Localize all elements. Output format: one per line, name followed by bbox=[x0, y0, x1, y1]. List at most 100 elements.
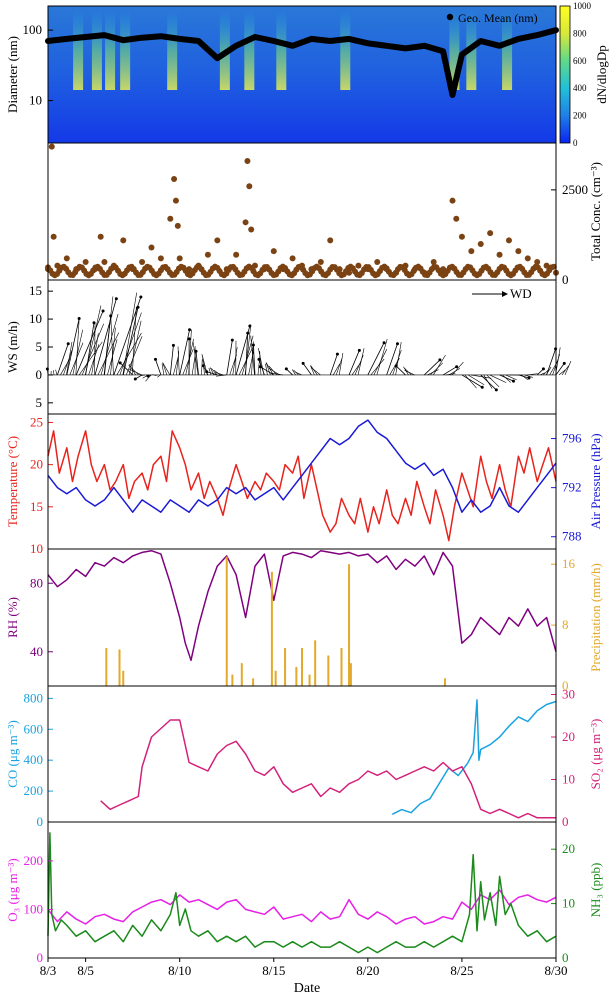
data-point bbox=[543, 262, 550, 269]
wind-vector bbox=[542, 369, 549, 376]
y-tick-label: 800 bbox=[24, 690, 44, 705]
y-axis-title-right: Precipitation (mm/h) bbox=[588, 563, 603, 672]
y-tick-label: 10 bbox=[29, 311, 42, 326]
precip-bar bbox=[348, 564, 351, 686]
wind-vector-head bbox=[201, 364, 205, 368]
y-axis-title: Total Conc. (cm⁻³) bbox=[588, 162, 603, 261]
wind-vector-head bbox=[194, 349, 198, 353]
wind-vector-head bbox=[133, 377, 137, 381]
precip-bar bbox=[270, 571, 273, 686]
precip-bar bbox=[240, 663, 243, 686]
heatmap-burst bbox=[244, 10, 255, 90]
wind-vector bbox=[145, 374, 152, 382]
wind-vector bbox=[395, 365, 406, 376]
precip-bar bbox=[314, 640, 317, 686]
y-axis-title: O₃ (μg m⁻³) bbox=[5, 858, 20, 921]
wind-vector-head bbox=[284, 367, 288, 371]
precip-bar bbox=[252, 678, 255, 686]
wind-vector bbox=[470, 374, 492, 379]
geo-mean-point bbox=[214, 55, 220, 61]
wind-vector-head bbox=[246, 331, 250, 335]
wind-vector-head bbox=[188, 328, 192, 332]
colorbar-tick-label: 200 bbox=[573, 111, 587, 121]
wind-vector bbox=[154, 374, 158, 377]
wind-vector bbox=[540, 372, 545, 376]
geo-mean-point bbox=[64, 36, 70, 42]
data-point bbox=[204, 251, 211, 258]
data-point bbox=[167, 215, 174, 222]
wind-vector bbox=[179, 329, 190, 376]
wind-vector bbox=[404, 370, 415, 376]
wind-vector bbox=[140, 374, 146, 376]
wind-vector bbox=[332, 363, 341, 376]
wind-vector-head bbox=[258, 365, 262, 369]
x-tick-label: 8/30 bbox=[544, 963, 567, 978]
wind-vector bbox=[546, 348, 556, 376]
wind-vector bbox=[502, 374, 511, 383]
data-point bbox=[48, 143, 55, 150]
panel-o3-nh3: 0 100 200 0 10 20 O₃ (μg m⁻³) NH₃ (ppb) bbox=[5, 821, 603, 965]
y-tick-label: 25 bbox=[30, 414, 43, 429]
precip-bar bbox=[225, 556, 228, 686]
y-tick-label: 600 bbox=[24, 721, 44, 736]
legend-arrow-head bbox=[502, 291, 508, 297]
panel-wind: 5 0 5 10 15 WD WS (m/h) bbox=[5, 279, 572, 415]
data-point bbox=[496, 251, 503, 258]
geo-mean-point bbox=[195, 38, 202, 44]
wind-vector-head bbox=[171, 343, 175, 347]
panel-frame bbox=[47, 279, 557, 415]
wind-vector-head bbox=[541, 367, 545, 371]
wind-vector-head bbox=[511, 379, 515, 383]
data-point bbox=[97, 233, 104, 240]
precip-bar bbox=[295, 666, 298, 686]
geo-mean-point bbox=[289, 43, 296, 49]
wind-vector-head bbox=[139, 295, 143, 299]
wind-vector bbox=[131, 306, 137, 375]
wind-vector bbox=[232, 347, 238, 375]
wind-vector-head bbox=[114, 297, 118, 301]
precip-bar bbox=[105, 647, 108, 686]
wind-vector-head bbox=[301, 361, 305, 365]
y-tick-label-right: 10 bbox=[562, 772, 575, 787]
wind-vector bbox=[169, 345, 174, 375]
data-point bbox=[101, 258, 108, 265]
wind-vector bbox=[527, 373, 538, 376]
heatmap-burst bbox=[167, 10, 178, 90]
precip-bar bbox=[327, 655, 330, 686]
series-line bbox=[391, 699, 557, 815]
wind-vector bbox=[505, 374, 517, 381]
data-point bbox=[157, 255, 164, 262]
data-point bbox=[270, 248, 277, 255]
y-tick-label-right: 30 bbox=[562, 687, 575, 702]
data-point bbox=[174, 222, 181, 229]
y-tick-label: 5 bbox=[36, 339, 43, 354]
x-axis: 8/3 8/5 8/10 8/15 8/20 8/25 8/30 bbox=[40, 958, 568, 978]
wind-vector bbox=[119, 312, 142, 376]
panel-co-so2: 0 200 400 600 800 0 10 20 30 CO (μg m⁻³) SO₂ (μg m… bbox=[5, 685, 603, 829]
data-point bbox=[171, 176, 178, 183]
wind-vector bbox=[433, 354, 446, 376]
y-axis-title: Diameter (nm) bbox=[5, 36, 20, 113]
data-point bbox=[534, 258, 541, 265]
data-point bbox=[524, 255, 531, 262]
wind-vector bbox=[104, 315, 112, 375]
y-tick-label: 0 bbox=[37, 950, 44, 965]
wind-vector bbox=[162, 362, 168, 376]
wind-vector-head bbox=[494, 388, 498, 392]
y-tick-label: 80 bbox=[30, 575, 43, 590]
y-tick-label: 40 bbox=[30, 644, 43, 659]
x-tick-label: 8/3 bbox=[40, 963, 57, 978]
data-point bbox=[468, 248, 475, 255]
geo-mean-point bbox=[271, 38, 277, 44]
series-line bbox=[47, 889, 557, 925]
data-point bbox=[374, 258, 381, 265]
wind-vector bbox=[265, 363, 268, 375]
wind-vector bbox=[206, 371, 218, 376]
wind-vector bbox=[524, 374, 533, 378]
precip-bar bbox=[308, 674, 311, 686]
wind-vector bbox=[451, 361, 464, 376]
geo-mean-point bbox=[139, 35, 145, 41]
panel-rh-precipitation: 40 80 0 8 16 RH (%) Precipitation (mm/h) bbox=[5, 548, 603, 693]
y-tick-label: 100 bbox=[23, 22, 43, 37]
data-point bbox=[176, 255, 183, 262]
